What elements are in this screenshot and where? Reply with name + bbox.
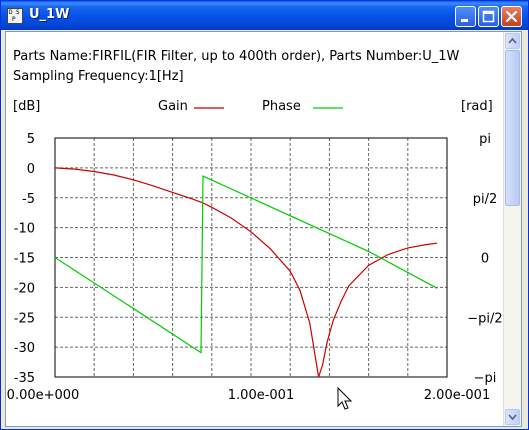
graph-panel: Parts Name:FIRFIL(FIR Filter, up to 400t… [5,31,522,427]
maximize-button[interactable] [478,6,499,27]
y-right-tick-label: −pi/2 [467,311,502,326]
y-left-tick-label: -10 [14,222,35,237]
y-right-tick-label: 0 [481,252,489,267]
left-axis-unit: [dB] [13,99,41,114]
y-left-tick-label: -30 [14,341,35,356]
parts-info: Parts Name:FIRFIL(FIR Filter, up to 400t… [13,49,460,64]
legend-gain-label: Gain [158,99,188,114]
frequency-response-chart: 5 0 -5 -10 -15 -20 -25 -30 -35 pi pi/2 0 −pi/2 −pi 0.0… [7,107,503,410]
y-left-tick-label: -20 [14,281,35,296]
y-right-tick-label: pi [479,132,491,147]
y-left-tick-label: 0 [27,162,35,177]
right-axis-unit: [rad] [461,99,493,114]
icon-letter-p: P [12,16,16,23]
close-button[interactable] [501,6,522,27]
series-phase-line [54,175,438,354]
minimize-button[interactable] [455,6,476,27]
series-gain-line [54,167,438,378]
y-left-tick-label: -35 [14,371,35,386]
close-icon [505,10,518,23]
chevron-down-icon [508,414,517,421]
scroll-down-button[interactable] [505,409,520,425]
y-left-tick-label: -25 [14,311,35,326]
chevron-up-icon [508,37,517,44]
legend-phase-label: Phase [262,99,301,114]
dsp-app-icon: D S P [7,8,23,24]
y-right-tick-label: pi/2 [473,192,498,207]
x-tick-label: 1.00e-001 [228,388,294,403]
icon-letter-s: S [16,9,20,16]
maximize-icon [482,10,495,23]
y-left-tick-label: -15 [14,252,35,267]
scroll-up-button[interactable] [505,33,520,49]
sampling-frequency: Sampling Frequency:1[Hz] [13,69,184,84]
minimize-icon [461,19,468,22]
y-left-tick-label: -5 [22,192,35,207]
title-bar[interactable]: D S P U_1W [1,1,528,30]
scroll-thumb[interactable] [505,50,520,206]
window-title: U_1W [29,7,70,22]
vertical-scrollbar[interactable] [503,32,521,426]
x-tick-label: 2.00e-001 [424,388,490,403]
mouse-cursor-icon [337,386,353,410]
y-right-tick-label: −pi [474,371,497,386]
y-left-tick-label: 5 [27,132,35,147]
x-tick-label: 0.00e+000 [7,388,80,403]
icon-letter-d: D [9,9,13,16]
